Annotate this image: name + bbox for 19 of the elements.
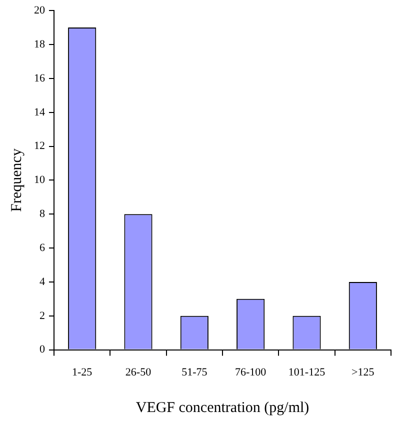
y-tick-label: 20 [34,4,46,16]
y-tick-label: 14 [34,106,46,118]
x-axis-title: VEGF concentration (pg/ml) [136,400,310,416]
x-tick-label: 26-50 [125,366,152,378]
y-tick-label: 10 [34,174,46,186]
x-tick-label: 51-75 [182,366,208,378]
y-tick-label: 6 [40,242,46,254]
y-tick-label: 8 [40,208,46,220]
y-tick-label: 4 [40,276,46,288]
y-axis-title: Frequency [8,148,25,212]
y-tick-label: 12 [34,140,45,152]
y-tick-label: 0 [40,344,46,356]
y-tick-label: 18 [34,38,46,50]
x-tick-label: >125 [352,366,375,378]
x-tick-label: 1-25 [72,366,93,378]
y-tick-label: 2 [40,310,45,322]
x-tick-label: 76-100 [234,366,267,378]
y-tick-label: 16 [34,72,46,84]
x-tick-label: 101-125 [288,366,326,378]
